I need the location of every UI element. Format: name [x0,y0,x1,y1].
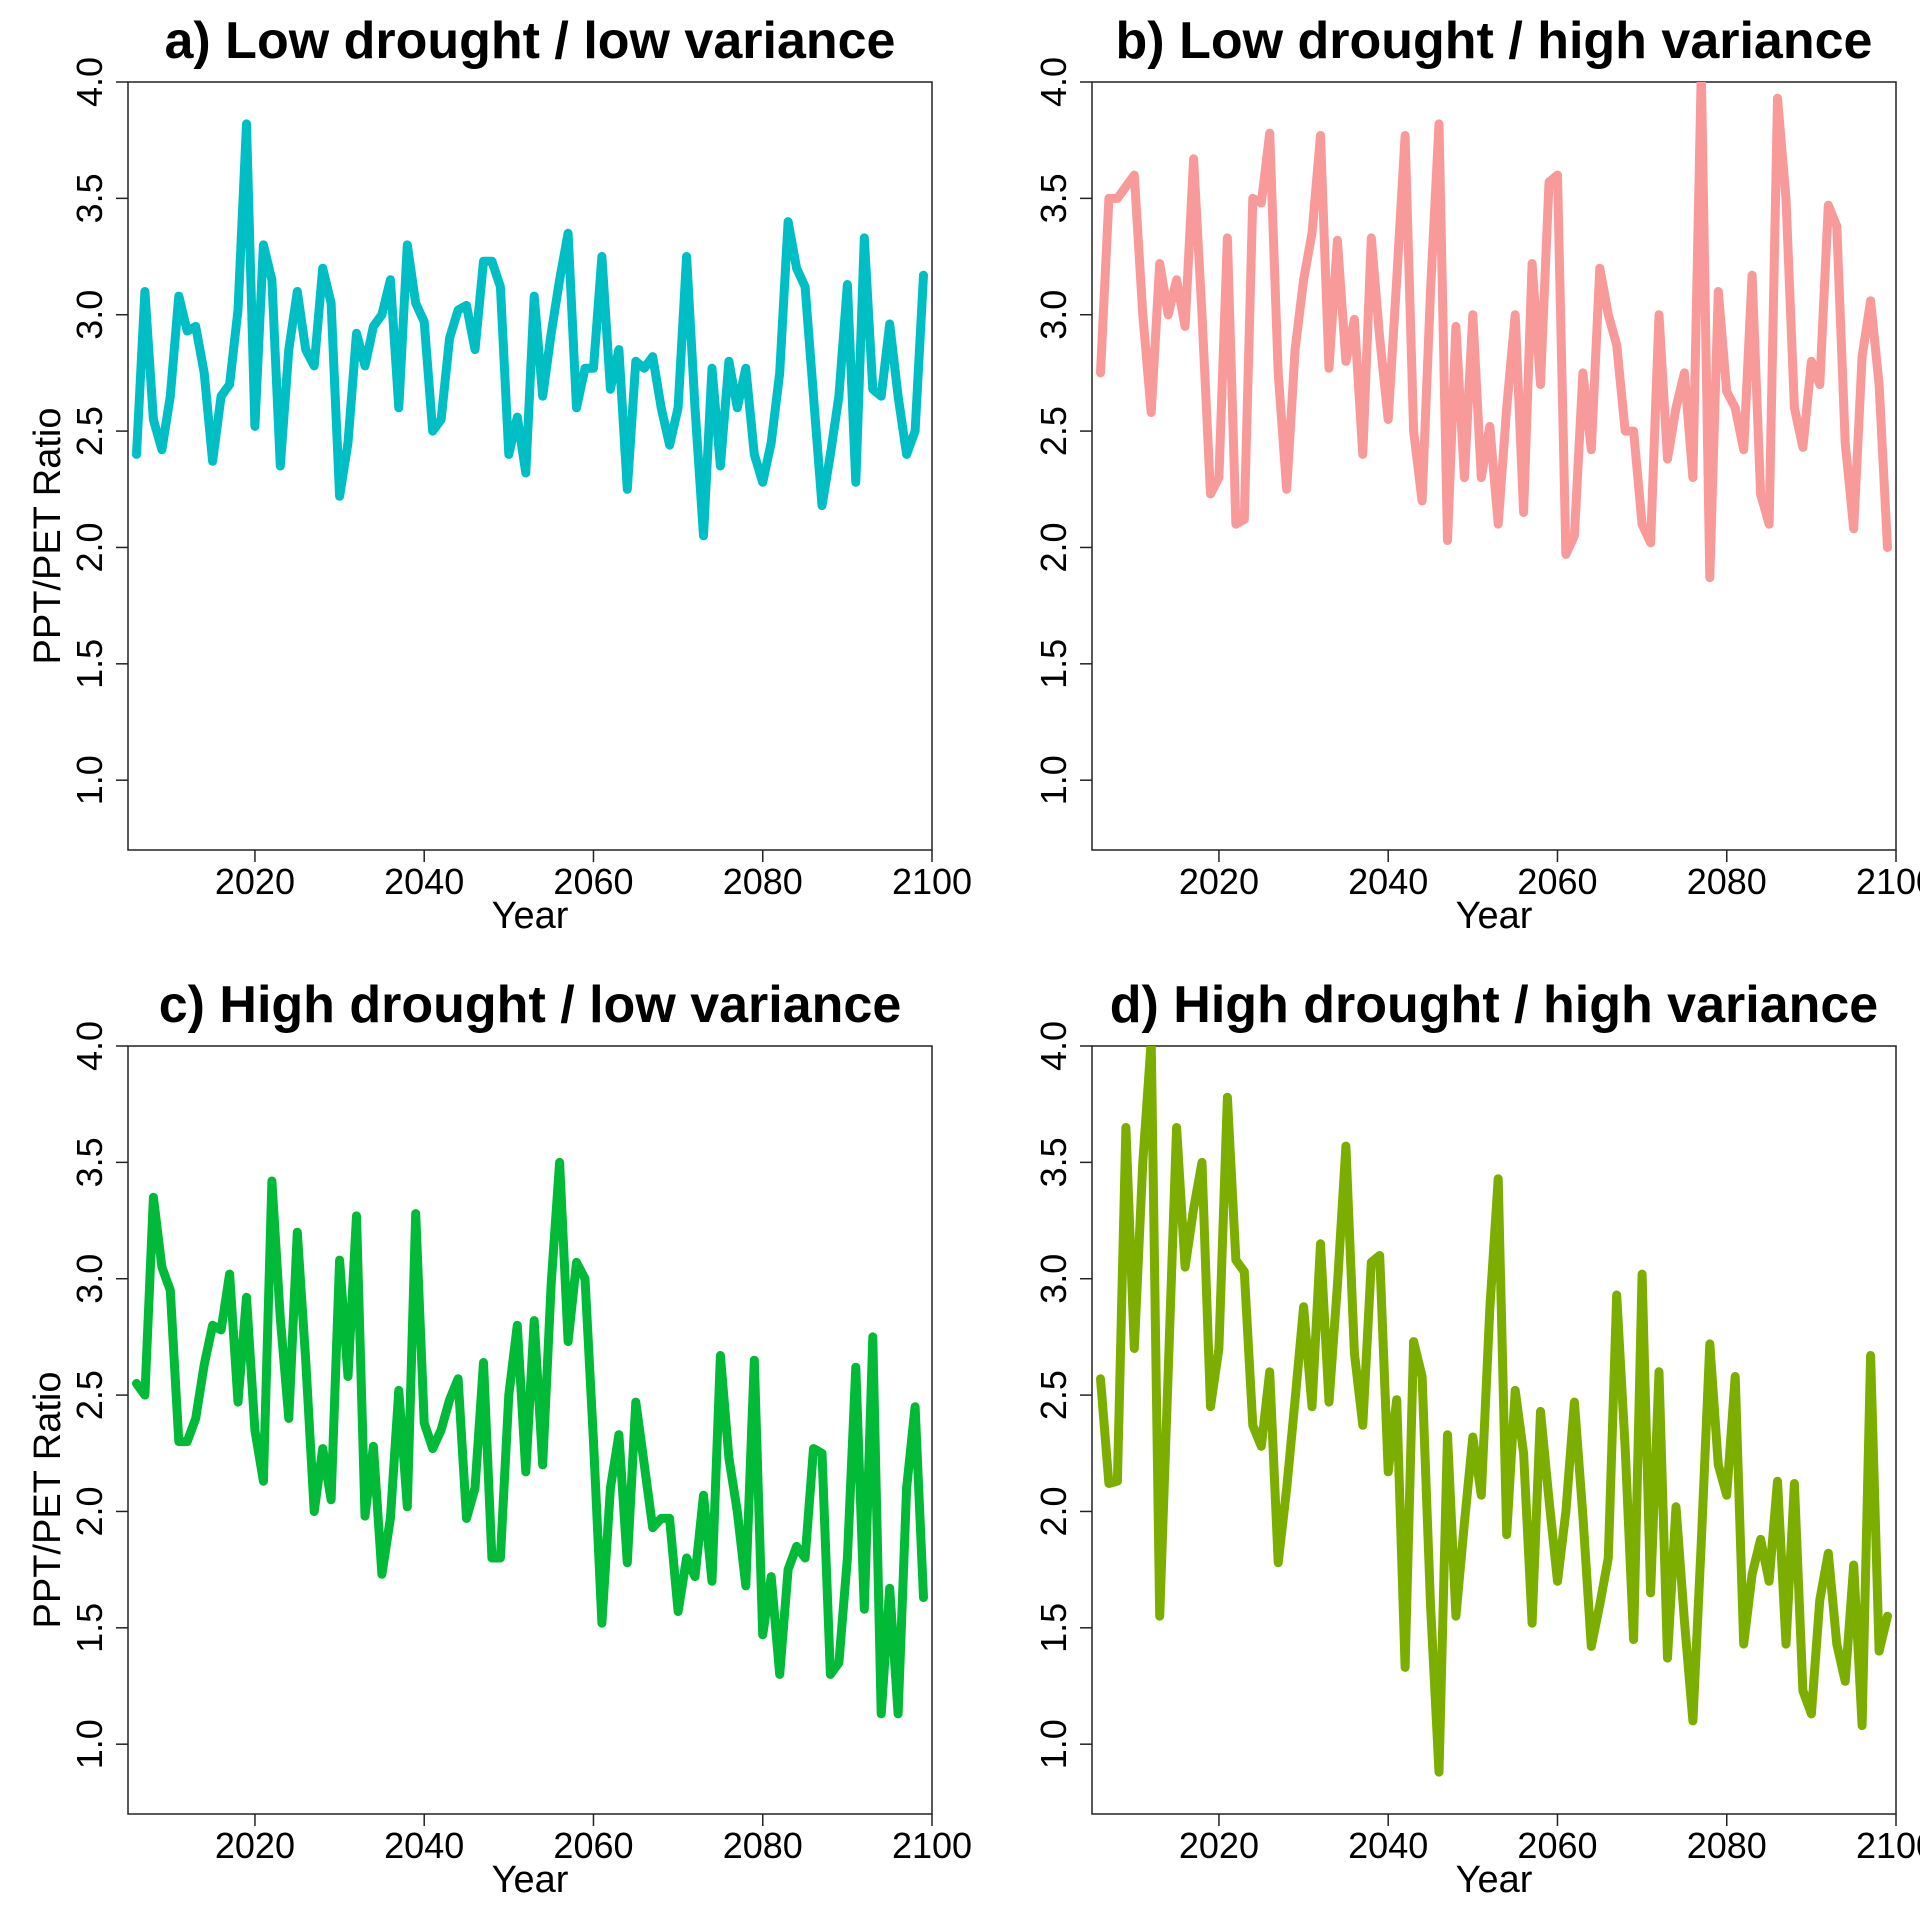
y-tick-label: 4.0 [1033,57,1074,107]
y-tick-label: 3.0 [1033,290,1074,340]
y-tick-label: 4.0 [1033,1021,1074,1071]
plot-frame [1092,1046,1896,1814]
x-tick-label: 2040 [1348,1825,1428,1866]
x-axis-label: Year [1456,895,1533,937]
panel-title: d) High drought / high variance [1110,976,1878,1034]
panel-title: c) High drought / low variance [159,976,902,1034]
y-tick-label: 1.0 [1033,1719,1074,1769]
x-tick-label: 2080 [1687,1825,1767,1866]
y-tick-label: 2.0 [1033,1486,1074,1536]
y-tick-label: 3.0 [69,1254,110,1304]
y-tick-label: 2.0 [69,1486,110,1536]
x-tick-label: 2100 [1856,1825,1920,1866]
x-axis-label: Year [1456,1859,1533,1901]
y-tick-label: 2.5 [69,406,110,456]
x-tick-label: 2020 [1179,1825,1259,1866]
y-axis-label: PPT/PET Ratio [27,408,69,665]
x-tick-label: 2080 [1687,861,1767,902]
y-tick-label: 1.0 [1033,755,1074,805]
y-tick-label: 3.5 [1033,1137,1074,1187]
y-tick-label: 1.0 [69,755,110,805]
y-tick-label: 3.5 [69,1137,110,1187]
y-tick-label: 2.0 [1033,522,1074,572]
y-tick-label: 2.0 [69,522,110,572]
panel-title: a) Low drought / low variance [165,12,896,70]
y-tick-label: 2.5 [69,1370,110,1420]
x-tick-label: 2040 [384,861,464,902]
panel-c: c) High drought / low variance 2020 2040 20… [27,976,972,1901]
y-tick-label: 4.0 [69,1021,110,1071]
panel-b: b) Low drought / high variance 2020 2040 20… [1033,12,1920,937]
y-tick-label: 2.5 [1033,406,1074,456]
x-tick-label: 2080 [723,1825,803,1866]
x-tick-label: 2100 [892,1825,972,1866]
y-tick-label: 1.5 [69,639,110,689]
x-tick-label: 2020 [215,1825,295,1866]
series-line [137,1162,924,1714]
x-tick-label: 2040 [384,1825,464,1866]
y-tick-label: 3.5 [1033,173,1074,223]
panel-d: d) High drought / high variance 2020 2040 2… [1033,976,1920,1901]
x-axis-label: Year [492,895,569,937]
x-tick-label: 2100 [892,861,972,902]
y-tick-label: 2.5 [1033,1370,1074,1420]
x-axis-label: Year [492,1859,569,1901]
x-tick-label: 2080 [723,861,803,902]
x-tick-label: 2020 [1179,861,1259,902]
y-tick-label: 3.5 [69,173,110,223]
y-tick-label: 1.5 [1033,1603,1074,1653]
panel-title: b) Low drought / high variance [1116,12,1873,70]
x-tick-label: 2100 [1856,861,1920,902]
y-tick-label: 1.0 [69,1719,110,1769]
y-tick-label: 1.5 [69,1603,110,1653]
y-tick-label: 4.0 [69,57,110,107]
series-line [1101,1041,1888,1772]
y-tick-label: 3.0 [1033,1254,1074,1304]
y-tick-label: 3.0 [69,290,110,340]
series-line [137,124,924,536]
x-tick-label: 2020 [215,861,295,902]
series-line [1101,70,1888,577]
y-tick-label: 1.5 [1033,639,1074,689]
x-tick-label: 2040 [1348,861,1428,902]
y-axis-label: PPT/PET Ratio [27,1372,69,1629]
